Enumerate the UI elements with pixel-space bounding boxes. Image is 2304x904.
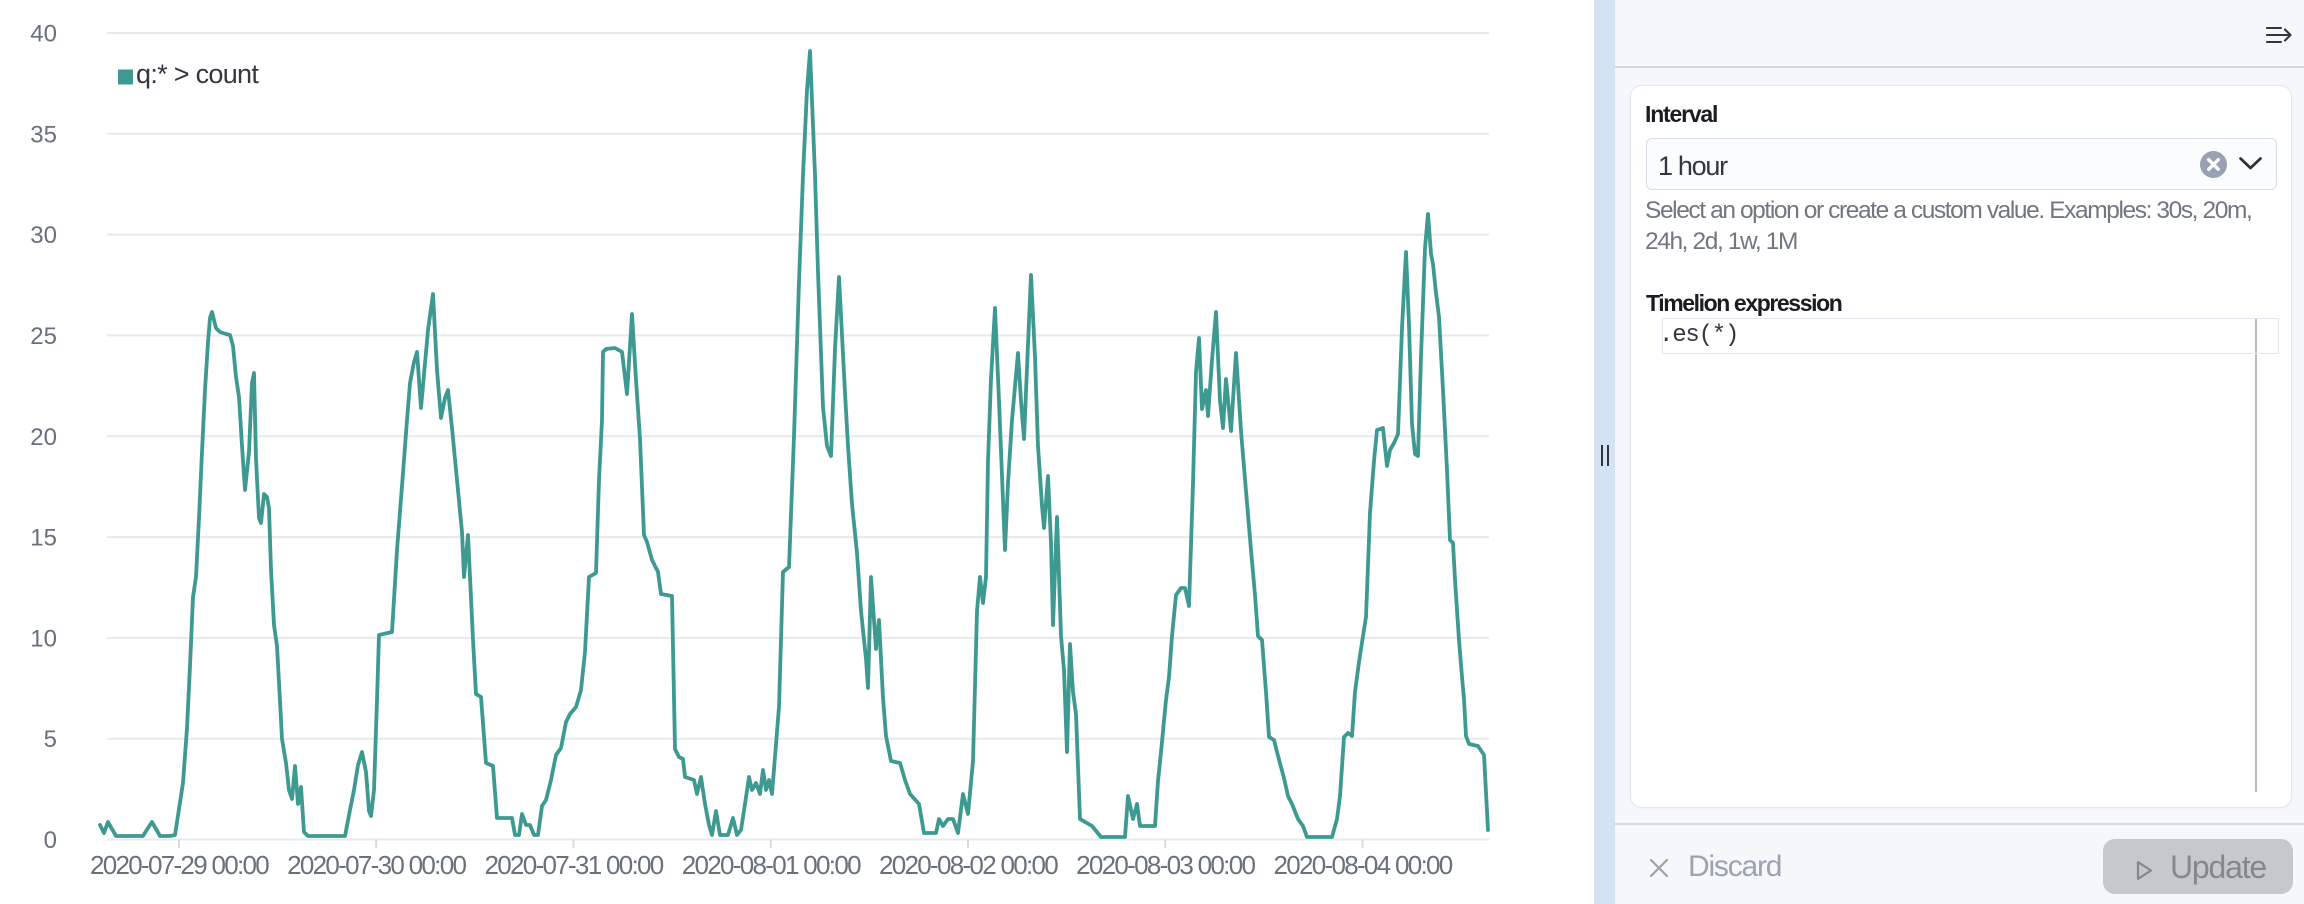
- svg-text:2020-08-04 00:00: 2020-08-04 00:00: [1273, 850, 1452, 880]
- svg-text:2020-07-31 00:00: 2020-07-31 00:00: [484, 850, 663, 880]
- svg-text:2020-08-02 00:00: 2020-08-02 00:00: [879, 850, 1058, 880]
- svg-text:2020-08-01 00:00: 2020-08-01 00:00: [682, 850, 861, 880]
- svg-text:0: 0: [44, 827, 57, 854]
- svg-text:q:* > count: q:* > count: [136, 59, 259, 89]
- svg-text:2020-07-29 00:00: 2020-07-29 00:00: [90, 850, 269, 880]
- svg-text:40: 40: [30, 21, 57, 48]
- svg-text:10: 10: [30, 625, 57, 652]
- svg-text:2020-07-30 00:00: 2020-07-30 00:00: [287, 850, 466, 880]
- svg-text:5: 5: [44, 726, 57, 753]
- svg-text:2020-08-03 00:00: 2020-08-03 00:00: [1076, 850, 1255, 880]
- svg-text:30: 30: [30, 222, 57, 249]
- svg-text:35: 35: [30, 121, 57, 148]
- svg-text:25: 25: [30, 323, 57, 350]
- svg-text:20: 20: [30, 424, 57, 451]
- svg-text:15: 15: [30, 525, 57, 552]
